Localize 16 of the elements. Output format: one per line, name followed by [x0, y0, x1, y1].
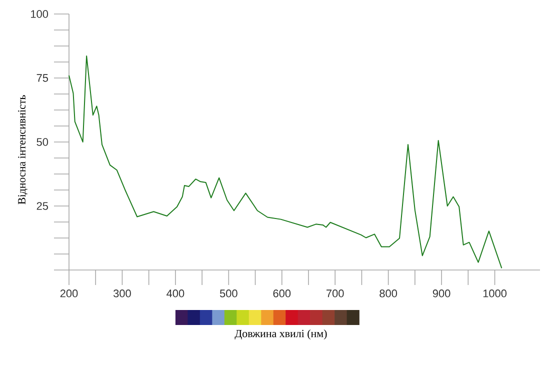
x-axis-title: Довжина хвилі (нм) — [234, 330, 327, 340]
x-tick-label: 300 — [114, 290, 131, 298]
y-axis-title: Відносна інтенсивність — [18, 95, 28, 204]
x-tick-label: 200 — [60, 290, 78, 298]
line-series — [68, 55, 502, 269]
x-tick-label: 700 — [326, 290, 344, 298]
y-tick-label: 100 — [31, 10, 48, 18]
x-tick-label: 1000 — [483, 290, 507, 298]
x-tick-label: 900 — [432, 290, 450, 298]
x-tick-label: 600 — [273, 290, 291, 298]
y-tick-label: 25 — [36, 202, 48, 210]
x-tick-label: 400 — [166, 290, 184, 298]
y-tick-label: 50 — [36, 138, 48, 146]
y-tick-label: 75 — [36, 74, 48, 82]
x-tick-label: 500 — [220, 290, 238, 298]
x-tick-label: 800 — [380, 290, 398, 298]
